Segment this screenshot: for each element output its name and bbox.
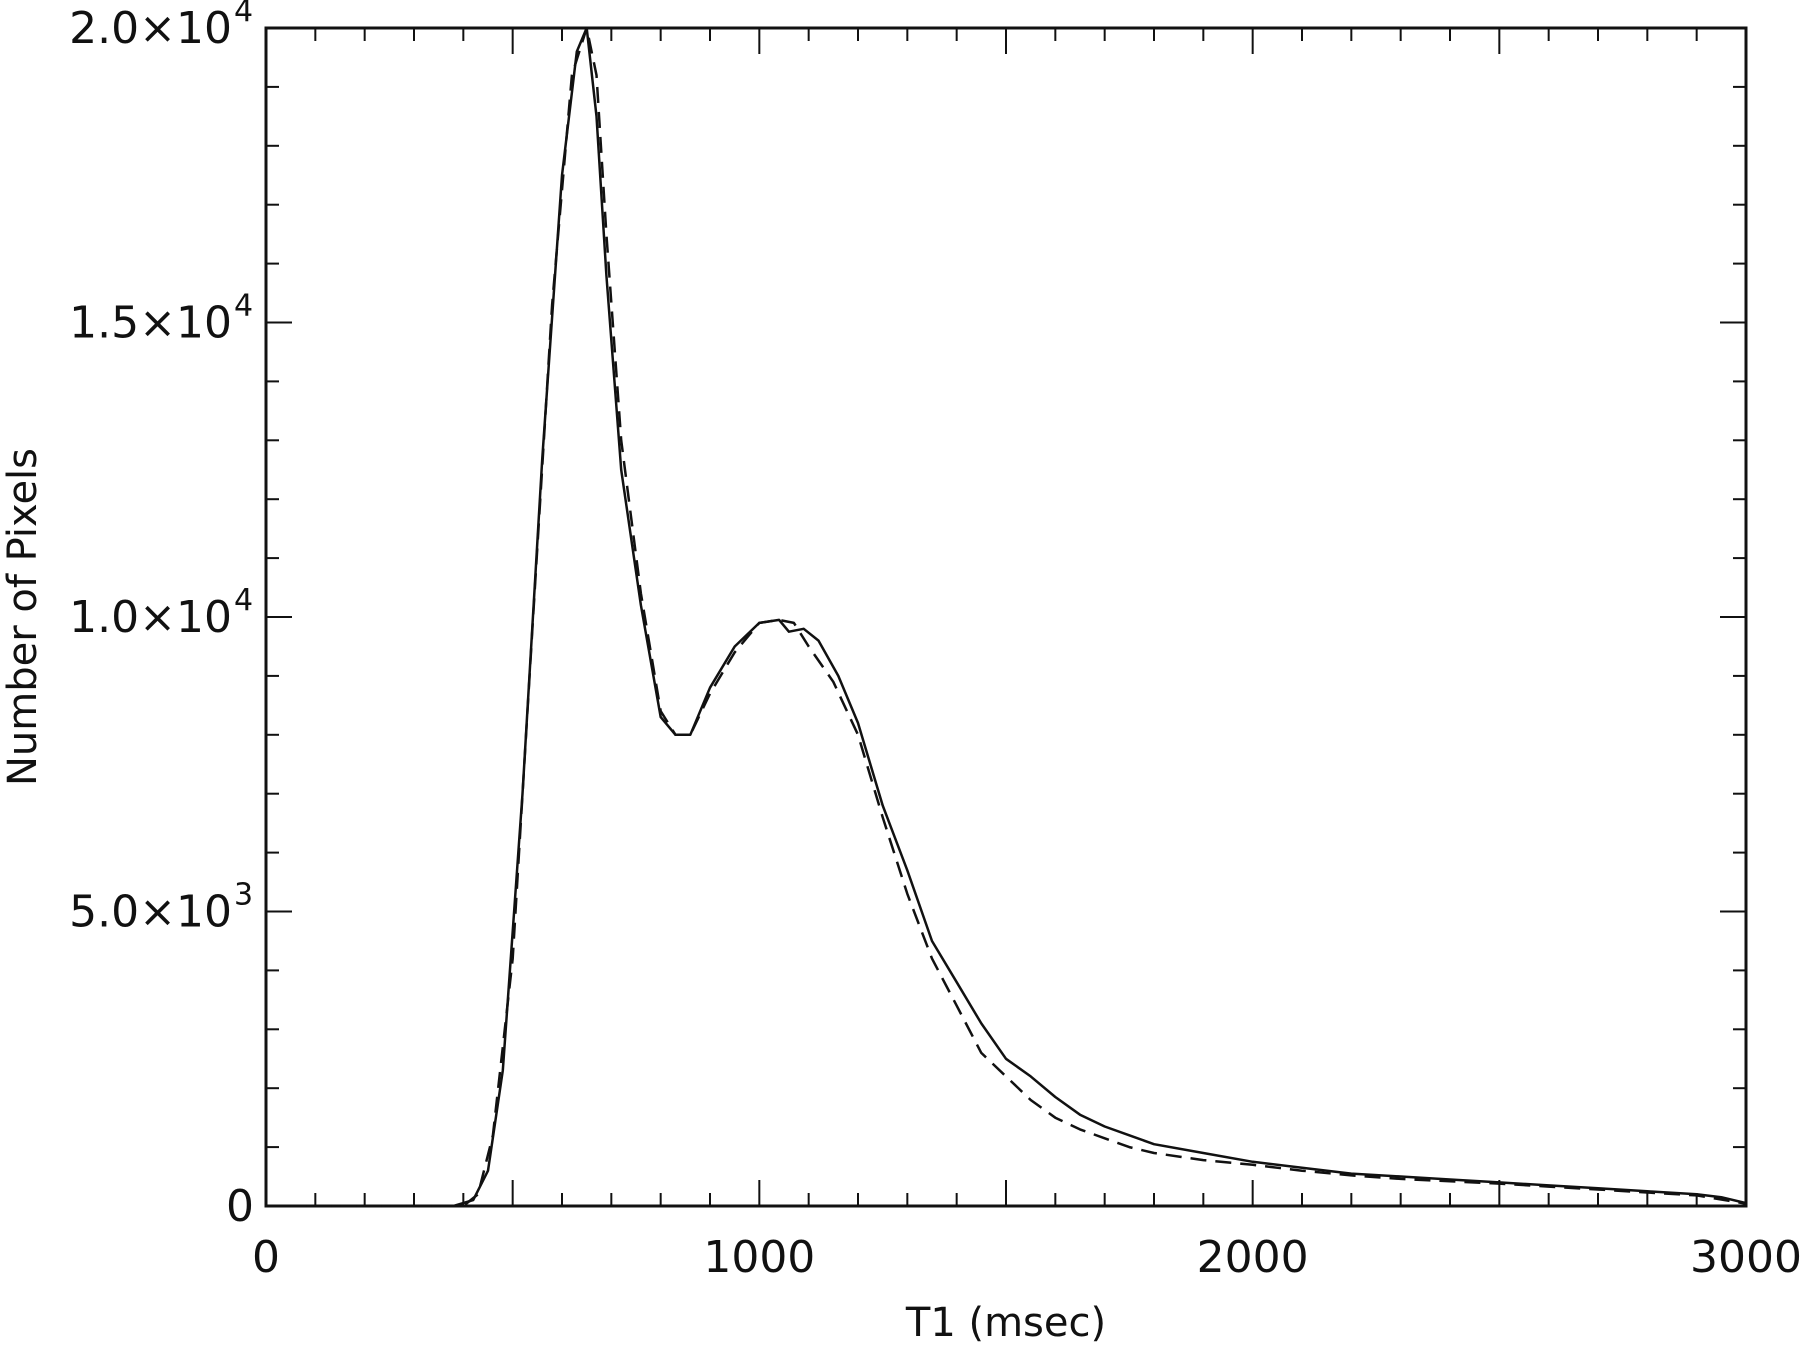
y-tick-label: 5.0×10 bbox=[69, 887, 232, 938]
x-tick-label: 3000 bbox=[1690, 1232, 1800, 1283]
x-axis-title: T1 (msec) bbox=[905, 1300, 1106, 1346]
y-tick-exponent: 4 bbox=[234, 583, 253, 618]
y-tick-exponent: 4 bbox=[234, 0, 253, 29]
y-tick-label: 0 bbox=[226, 1181, 254, 1232]
y-tick-exponent: 4 bbox=[234, 289, 253, 324]
y-axis-title: Number of Pixels bbox=[0, 448, 46, 786]
y-tick-exponent: 3 bbox=[234, 878, 253, 913]
y-tick-label: 1.0×10 bbox=[69, 592, 232, 643]
x-tick-label: 0 bbox=[252, 1232, 280, 1283]
data-series bbox=[290, 26, 1747, 1208]
y-tick-label: 2.0×10 bbox=[69, 3, 232, 54]
x-tick-label: 1000 bbox=[703, 1232, 815, 1283]
y-tick-label: 1.5×10 bbox=[69, 298, 232, 349]
x-tick-label: 2000 bbox=[1197, 1232, 1309, 1283]
series-line-dashed bbox=[290, 26, 1747, 1208]
